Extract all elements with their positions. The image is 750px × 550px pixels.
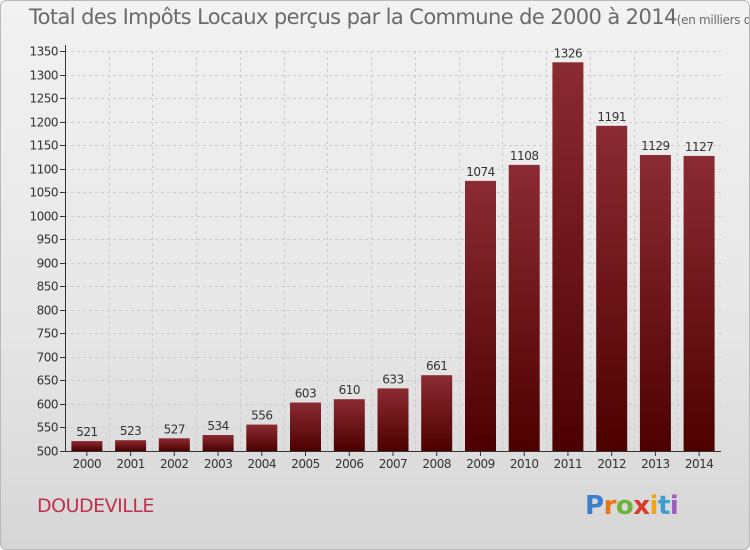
bar-2013[interactable] <box>639 155 671 451</box>
y-tick-label: 600 <box>37 398 58 412</box>
y-tick-label: 800 <box>37 304 58 318</box>
bar-2012[interactable] <box>596 125 628 452</box>
bar-2009[interactable] <box>465 180 496 451</box>
value-label: 534 <box>207 419 228 433</box>
chart-title: Total des Impôts Locaux perçus par la Co… <box>29 5 677 29</box>
y-tick-label: 850 <box>37 280 58 294</box>
value-label: 1108 <box>510 149 539 163</box>
value-label: 1326 <box>554 46 583 60</box>
y-tick-label: 650 <box>37 374 58 388</box>
y-tick-label: 1300 <box>29 69 58 83</box>
x-tick-label: 2014 <box>685 457 714 471</box>
y-tick-label: 700 <box>37 351 58 365</box>
commune-name: DOUDEVILLE <box>37 495 154 517</box>
x-tick-label: 2007 <box>379 457 408 471</box>
logo-letter: P <box>585 491 604 521</box>
bar-2003[interactable] <box>202 435 234 451</box>
logo-letter: i <box>649 491 659 521</box>
x-tick-label: 2013 <box>641 457 670 471</box>
value-label: 661 <box>426 359 447 373</box>
y-tick-label: 1250 <box>29 92 58 106</box>
x-tick-label: 2006 <box>335 457 364 471</box>
x-tick-label: 2004 <box>248 457 277 471</box>
value-label: 527 <box>164 422 185 436</box>
x-tick-label: 2003 <box>204 457 233 471</box>
logo-letter: r <box>603 491 617 521</box>
bars: 521 523 527 534 556 603 610 633 661 1074 1108 1326 1… <box>71 46 715 452</box>
x-tick-label: 2005 <box>291 457 320 471</box>
bar-2006[interactable] <box>333 399 365 451</box>
y-tick-label: 1100 <box>29 163 58 177</box>
y-tick-label: 500 <box>37 445 58 459</box>
x-tick-label: 2001 <box>116 457 145 471</box>
value-label: 1127 <box>685 140 714 154</box>
y-tick-label: 1200 <box>29 116 58 130</box>
y-tick-label: 1000 <box>29 210 58 224</box>
value-label: 556 <box>251 409 272 423</box>
x-tick-label: 2008 <box>422 457 451 471</box>
x-tick-label: 2012 <box>597 457 626 471</box>
logo-letter: o <box>615 491 634 521</box>
y-tick-label: 1050 <box>29 186 58 200</box>
chart-unit: (en milliers d'€) <box>676 13 749 27</box>
y-tick-label: 900 <box>37 257 58 271</box>
bar-2001[interactable] <box>115 440 147 451</box>
y-tick-label: 1150 <box>29 139 58 153</box>
value-label: 633 <box>382 372 403 386</box>
title-row: Total des Impôts Locaux perçus par la Co… <box>29 5 749 29</box>
value-label: 521 <box>76 425 97 439</box>
y-tick-label: 950 <box>37 233 58 247</box>
x-tick-label: 2010 <box>510 457 539 471</box>
x-tick-label: 2009 <box>466 457 495 471</box>
logo-letter: x <box>633 491 650 521</box>
bar-2005[interactable] <box>290 402 321 452</box>
y-tick-label: 1350 <box>29 45 58 59</box>
bar-2010[interactable] <box>508 164 540 451</box>
value-label: 1074 <box>466 165 495 179</box>
bar-2004[interactable] <box>246 424 278 451</box>
bar-2007[interactable] <box>377 388 409 451</box>
axes: 500 550 600 650 700 750 800 850 900 950 1000 1050 11… <box>29 45 721 471</box>
bar-2014[interactable] <box>683 155 715 451</box>
bar-2011[interactable] <box>552 62 584 452</box>
x-tick-label: 2002 <box>160 457 189 471</box>
proxiti-logo[interactable]: Proxiti <box>585 491 679 521</box>
y-tick-label: 750 <box>37 327 58 341</box>
value-label: 1129 <box>641 139 670 153</box>
bar-2002[interactable] <box>158 438 190 451</box>
logo-letter: i <box>669 491 679 521</box>
value-label: 610 <box>339 383 360 397</box>
value-label: 523 <box>120 424 141 438</box>
y-tick-label: 550 <box>37 421 58 435</box>
value-label: 603 <box>295 387 316 401</box>
logo-letter: t <box>657 491 670 521</box>
bar-2000[interactable] <box>71 441 103 451</box>
x-tick-label: 2011 <box>554 457 583 471</box>
value-label: 1191 <box>597 110 626 124</box>
bar-2008[interactable] <box>421 375 453 451</box>
x-tick-label: 2000 <box>73 457 102 471</box>
